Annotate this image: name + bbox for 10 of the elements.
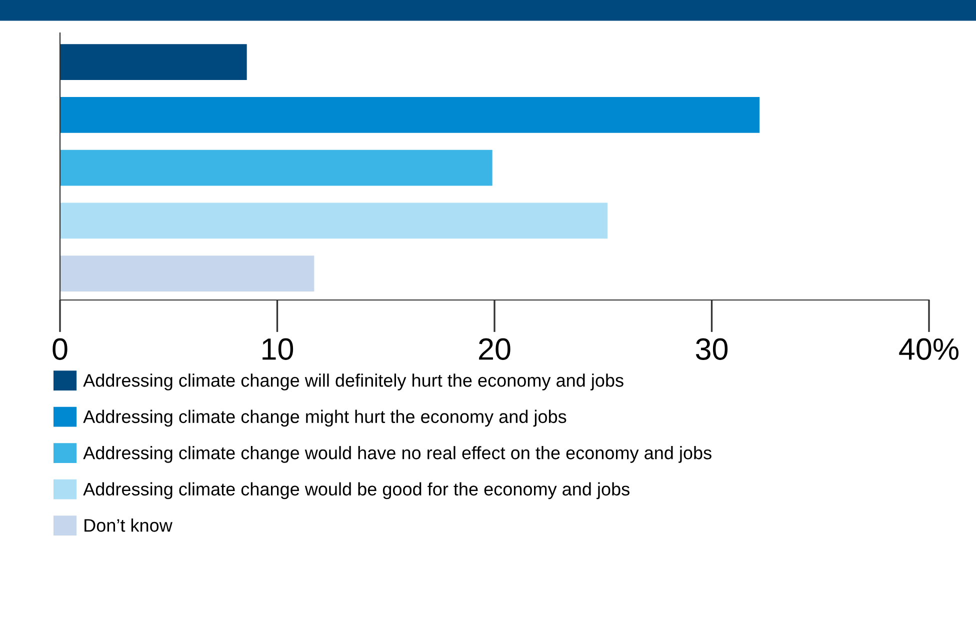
x-tick-label: 30 (696, 338, 728, 360)
legend-label: Don’t know (84, 518, 172, 532)
legend-label: Addressing climate change would have no real effect on the economy and jobs (83, 446, 712, 463)
legend-label: Addressing climate change will definitely hurt the economy and jobs (83, 374, 624, 390)
x-tick-label: 0 (52, 338, 68, 360)
x-tick-label: 20 (479, 338, 510, 360)
legend-label: Addressing climate change would be good for the economy and jobs (83, 482, 630, 500)
x-tick-label: 10 (262, 338, 294, 360)
legend-label: Addressing climate change might hurt the economy and jobs (83, 410, 566, 427)
x-tick-label: 40% (899, 338, 958, 360)
